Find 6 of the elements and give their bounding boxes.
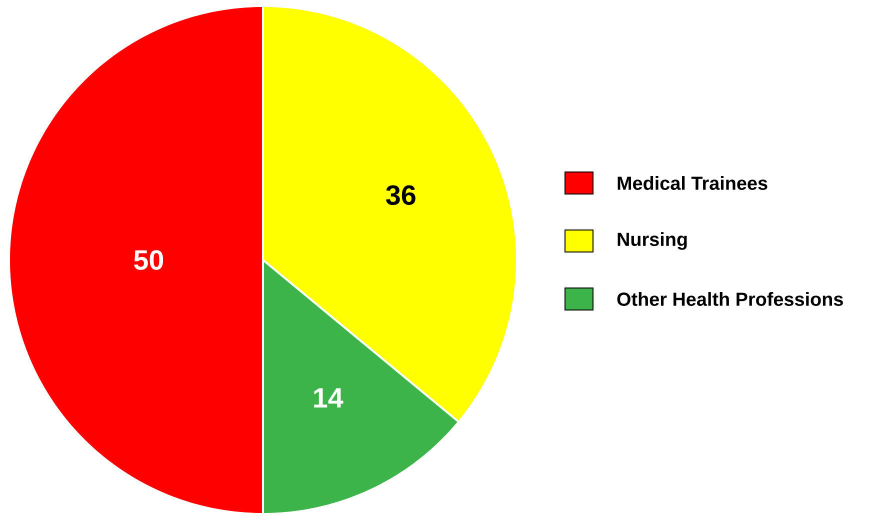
legend-label: Nursing	[618, 232, 687, 250]
data-label: 14	[314, 388, 344, 408]
legend-label: Other Health Professions	[617, 292, 843, 306]
data-label: 36	[386, 185, 416, 206]
legend-label: Medical Trainees	[618, 176, 768, 190]
data-label: 50	[134, 250, 164, 270]
